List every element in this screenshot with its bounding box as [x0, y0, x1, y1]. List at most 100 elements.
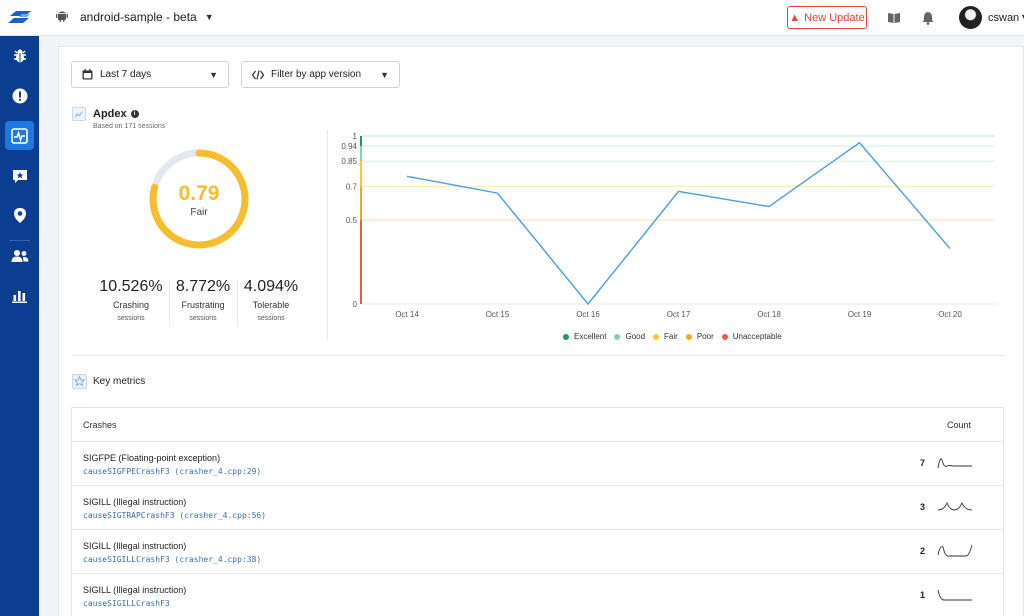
section-divider — [327, 130, 328, 340]
stat-crashing-label: Crashing — [112, 300, 150, 310]
stat-frustrating: 8.772% Frustrating sessions — [170, 278, 236, 322]
sidebar-separator — [9, 240, 30, 241]
code-icon — [252, 69, 264, 80]
crash-location: causeSIGTRAPCrashF3 (crasher_4.cpp:56) — [83, 511, 267, 520]
sidebar — [0, 36, 39, 616]
crash-name: SIGFPE (Floating-point exception) — [83, 453, 221, 463]
location-icon — [13, 208, 26, 223]
chevron-down-icon: ▼ — [204, 12, 214, 22]
table-row[interactable]: SIGILL (Illegal instruction) causeSIGILL… — [72, 530, 1003, 574]
x-tick-label: Oct 16 — [576, 310, 600, 319]
legend-label: Good — [625, 332, 646, 341]
android-icon — [56, 9, 68, 25]
sidebar-item-analytics[interactable] — [5, 281, 34, 310]
legend-item[interactable]: Unacceptable — [721, 332, 782, 341]
table-row[interactable]: SIGFPE (Floating-point exception) causeS… — [72, 442, 1003, 486]
y-tick-label: 0.94 — [341, 142, 357, 151]
apdex-title: Apdex i — [93, 108, 139, 120]
chart-legend: Excellent Good Fair Poor Unacceptable — [563, 332, 790, 341]
legend-item[interactable]: Poor — [685, 332, 714, 341]
apdex-line-chart: 0 0.5 0.7 0.85 0.941 Oct 14 Oct 15 Oct 16 Oct 17… — [341, 132, 995, 319]
gauge-arc — [149, 149, 249, 249]
stat-frustrating-label: Frustrating — [181, 300, 225, 310]
legend-item[interactable]: Fair — [653, 332, 678, 341]
column-header-crashes[interactable]: Crashes — [83, 420, 117, 430]
app-name: android-sample - beta — [80, 10, 197, 24]
stat-crashing-pct: 10.526% — [99, 278, 163, 295]
legend-item[interactable]: Good — [614, 332, 645, 341]
legend-label: Excellent — [574, 332, 607, 341]
y-tick-label: 0.7 — [346, 182, 358, 191]
chevron-down-icon: ▼ — [209, 70, 218, 80]
stat-crashing: 10.526% Crashing sessions — [95, 278, 167, 322]
legend-item[interactable]: Excellent — [563, 332, 606, 341]
user-chevron-down-icon[interactable]: ▼ — [1020, 12, 1024, 22]
book-icon[interactable] — [886, 10, 902, 26]
legend-dot — [563, 333, 569, 340]
legend-label: Poor — [696, 332, 714, 341]
crashes-table: Crashes Count SIGFPE (Floating-point exc… — [71, 407, 1004, 616]
legend-label: Fair — [664, 332, 678, 341]
sparkline — [937, 501, 973, 511]
crash-name: SIGILL (Illegal instruction) — [83, 541, 187, 551]
crash-name: SIGILL (Illegal instruction) — [83, 585, 187, 595]
y-tick-label: 0.5 — [346, 216, 358, 225]
apdex-title-text: Apdex — [93, 108, 127, 120]
crash-name: SIGILL (Illegal instruction) — [83, 497, 187, 507]
users-icon — [11, 249, 28, 262]
username[interactable]: cswan — [988, 12, 1020, 24]
star-icon — [72, 374, 87, 389]
x-tick-label: Oct 14 — [395, 310, 419, 319]
avatar[interactable] — [959, 6, 982, 29]
legend-dot — [653, 333, 660, 340]
new-update-button[interactable]: ▲ New Update — [787, 6, 867, 29]
crash-location: causeSIGILLCrashF3 (crasher_4.cpp:38) — [83, 555, 262, 564]
x-tick-label: Oct 15 — [486, 310, 510, 319]
alert-icon — [12, 88, 27, 103]
sidebar-item-users[interactable] — [5, 241, 34, 270]
logo[interactable] — [0, 0, 39, 36]
app-selector[interactable]: android-sample - beta ▼ — [56, 9, 214, 25]
chart-icon — [72, 107, 86, 121]
apdex-score: 0.79 — [178, 182, 220, 205]
section-divider — [72, 355, 1005, 356]
sidebar-item-feedback[interactable] — [5, 161, 34, 190]
bug-icon — [13, 49, 26, 62]
crash-count: 3 — [919, 502, 925, 512]
column-header-count[interactable]: Count — [947, 420, 972, 430]
sparkline — [937, 458, 972, 469]
y-tick-label: 0 — [353, 300, 358, 309]
table-row[interactable]: SIGILL (Illegal instruction) causeSIGILL… — [72, 574, 1003, 616]
chevron-down-icon: ▼ — [380, 70, 389, 80]
legend-dot — [721, 333, 728, 340]
legend-label: Unacceptable — [732, 332, 782, 341]
sidebar-item-location[interactable] — [5, 201, 34, 230]
apdex-series-line — [406, 141, 951, 306]
sparkline — [937, 589, 972, 601]
y-tick-label: 1 — [353, 132, 358, 141]
sidebar-item-bugs[interactable] — [5, 41, 34, 70]
crash-count: 2 — [919, 546, 925, 556]
sidebar-item-alerts[interactable] — [5, 81, 34, 110]
date-range-dropdown[interactable]: Last 7 days ▼ — [71, 61, 229, 88]
stat-separator — [169, 280, 170, 326]
analytics-icon — [12, 290, 27, 303]
x-tick-label: Oct 18 — [757, 310, 781, 319]
calendar-icon — [82, 69, 93, 80]
apdex-gauge — [149, 149, 249, 249]
app-version-dropdown[interactable]: Filter by app version ▼ — [241, 61, 400, 88]
x-tick-label: Oct 20 — [938, 310, 962, 319]
info-icon[interactable]: i — [130, 110, 139, 118]
bell-icon[interactable] — [920, 10, 936, 26]
stat-tolerable-pct: 4.094% — [243, 278, 299, 295]
legend-dot — [614, 333, 621, 340]
table-header: Crashes Count — [72, 408, 1003, 442]
stat-tolerable-label: Tolerable — [252, 300, 290, 310]
stat-frustrating-pct: 8.772% — [175, 278, 231, 295]
x-tick-label: Oct 17 — [667, 310, 691, 319]
dashboard-card — [58, 46, 1024, 616]
table-row[interactable]: SIGILL (Illegal instruction) causeSIGTRA… — [72, 486, 1003, 530]
y-tick-label: 0.85 — [341, 157, 357, 166]
sidebar-item-performance[interactable] — [5, 121, 34, 150]
date-range-label: Last 7 days — [100, 69, 152, 80]
